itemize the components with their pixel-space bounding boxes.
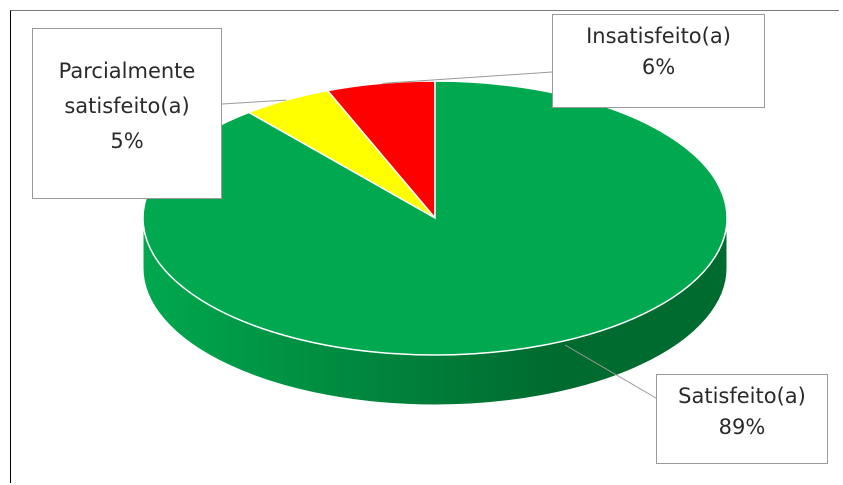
data-label-insatisfeito: Insatisfeito(a) 6% bbox=[552, 14, 765, 108]
data-label-satisfeito: Satisfeito(a) 89% bbox=[656, 374, 828, 464]
leader-line-parcialmente-satisfeito bbox=[221, 99, 287, 105]
data-label-value: 89% bbox=[718, 415, 766, 439]
leader-line-insatisfeito bbox=[382, 71, 553, 84]
leader-lines bbox=[221, 71, 657, 399]
data-label-category: Satisfeito(a) bbox=[678, 384, 806, 408]
data-label-value: 5% bbox=[110, 129, 144, 153]
data-label-category-line1: Parcialmente bbox=[58, 59, 196, 83]
data-label-value: 6% bbox=[641, 55, 676, 79]
pie-tops bbox=[142, 80, 728, 356]
pie-slice-satisfeito bbox=[142, 80, 728, 356]
data-label-category: Insatisfeito(a) bbox=[586, 24, 731, 48]
data-label-parcialmente-satisfeito: Parcialmente satisfeito(a) 5% bbox=[32, 28, 222, 199]
leader-line-satisfeito bbox=[564, 344, 657, 399]
data-label-category-line2: satisfeito(a) bbox=[64, 94, 190, 118]
